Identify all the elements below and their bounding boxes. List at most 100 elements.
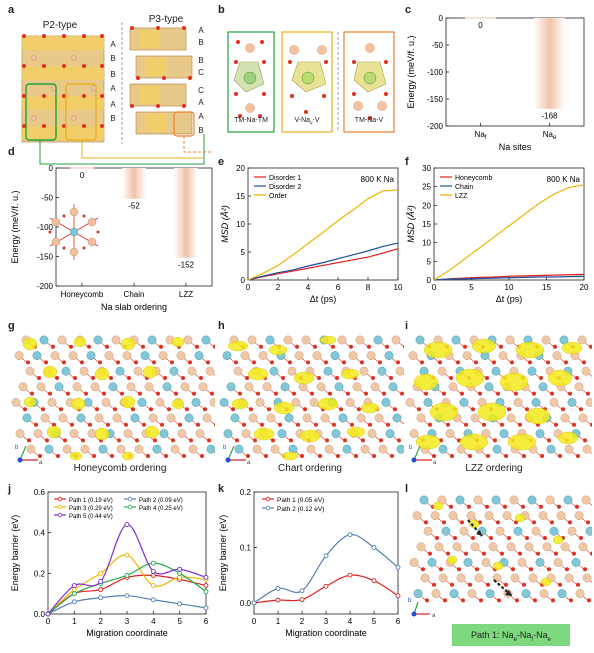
tm-atom	[466, 511, 476, 521]
tm-atom	[247, 335, 257, 345]
oxygen-atom	[164, 454, 168, 458]
na-atom	[415, 335, 425, 345]
x-axis-label: Δt (ps)	[310, 294, 337, 304]
oxygen-atom	[23, 407, 27, 412]
tm-atom	[270, 444, 280, 454]
oxygen-atom	[443, 598, 447, 603]
tm-atom	[431, 589, 441, 599]
panel-label-k: k	[218, 483, 225, 495]
oxygen-atom	[41, 407, 45, 412]
oxygen-atom	[149, 407, 153, 412]
na-atom	[419, 495, 429, 505]
tm-atom	[50, 351, 60, 361]
x-tick-label: Chain	[124, 290, 145, 299]
y-tick-label: 0.6	[34, 488, 46, 497]
oxygen-atom	[231, 407, 235, 412]
isosurface-blob	[477, 402, 507, 422]
oxygen-atom	[564, 360, 568, 365]
isosurface-blob	[171, 336, 185, 348]
y-axis-label: Energy (meV/f. u.)	[406, 35, 416, 108]
tm-atom	[553, 558, 563, 567]
tm-atom	[575, 589, 585, 599]
series-line	[433, 184, 585, 281]
oxygen-atom	[343, 438, 347, 443]
oxygen-atom	[461, 598, 465, 603]
y-tick-label: 0	[439, 14, 444, 23]
oxygen-atom	[170, 360, 174, 365]
isosurface-blob	[22, 337, 38, 351]
oxygen-atom	[568, 520, 572, 525]
oxygen-atom	[428, 422, 432, 427]
tm-atom	[506, 542, 516, 552]
axis-a-g: a	[39, 460, 43, 466]
chart-annotation: 800 K Na	[361, 175, 395, 184]
oxygen-atom	[435, 536, 439, 540]
tm-atom	[564, 573, 574, 583]
isosurface-blob	[413, 373, 439, 391]
honeycomb-inset	[48, 204, 100, 260]
oxygen-atom	[306, 360, 310, 365]
oxygen-atom	[135, 438, 139, 443]
oxygen-atom	[196, 422, 200, 427]
na-atom	[549, 526, 559, 536]
oxygen-atom	[587, 598, 591, 603]
oxygen-atom	[532, 520, 536, 525]
isosurface-blob	[299, 429, 321, 443]
axis-b-l: b	[408, 598, 412, 604]
oxygen-atom	[446, 422, 450, 427]
na-atom	[563, 495, 573, 505]
series-line	[433, 275, 585, 281]
series-line	[247, 248, 399, 281]
oxygen-atom	[167, 407, 171, 412]
legend-marker	[127, 496, 133, 502]
na-atom	[223, 429, 233, 439]
chart-k-energy-barrier: 0 1 2 3 4 5 6 0.0 0.1 0.2 Path 1 (0.05 eV) Path 2 (…	[218, 488, 401, 638]
oxygen-atom	[471, 407, 475, 412]
tm-atom	[320, 413, 330, 423]
isosurface-blob	[525, 407, 551, 425]
y-tick-label: 0	[241, 276, 246, 285]
oxygen-atom	[131, 407, 135, 412]
oxygen-atom	[424, 391, 428, 396]
tm-atom	[112, 413, 122, 423]
tm-atom	[18, 382, 28, 392]
oxygen-atom	[497, 598, 501, 603]
x-tick-label: 6	[204, 617, 209, 626]
oxygen-atom	[539, 504, 543, 509]
oxygen-atom	[195, 344, 199, 349]
tm-atom	[337, 335, 347, 345]
oxygen-atom	[486, 454, 490, 458]
isosurface-blob	[552, 535, 564, 545]
tm-atom	[116, 444, 126, 454]
na-atom	[338, 413, 348, 423]
data-point	[395, 593, 401, 599]
oxygen-atom	[503, 504, 507, 509]
x-tick-label: LZZ	[179, 290, 193, 299]
oxygen-atom	[199, 376, 203, 380]
na-atom	[219, 398, 229, 407]
x-tick-label-sub: f	[485, 135, 487, 141]
oxygen-atom	[335, 376, 339, 380]
na-atom	[513, 526, 523, 536]
na-atom	[140, 351, 150, 361]
tm-atom	[517, 558, 527, 567]
bar-value-label: -152	[178, 261, 195, 270]
isosurface-blob	[459, 433, 489, 451]
panel-label-c: c	[405, 4, 412, 16]
tm-na-v-cluster	[352, 43, 388, 120]
tm-atom	[539, 589, 549, 599]
p3-layer-letter: A	[198, 112, 204, 121]
tm-atom	[195, 429, 205, 439]
isosurface-blob	[247, 367, 269, 381]
oxygen-atom	[569, 598, 573, 603]
na-atom	[423, 398, 433, 407]
oxygen-atom	[51, 344, 55, 349]
data-point	[98, 570, 104, 576]
oxygen-atom	[576, 582, 580, 587]
oxygen-atom	[457, 567, 461, 572]
data-point	[347, 572, 353, 578]
oxygen-atom	[361, 438, 365, 443]
oxygen-atom	[364, 391, 368, 396]
na-atom	[334, 382, 344, 392]
oxygen-atom	[342, 360, 346, 365]
